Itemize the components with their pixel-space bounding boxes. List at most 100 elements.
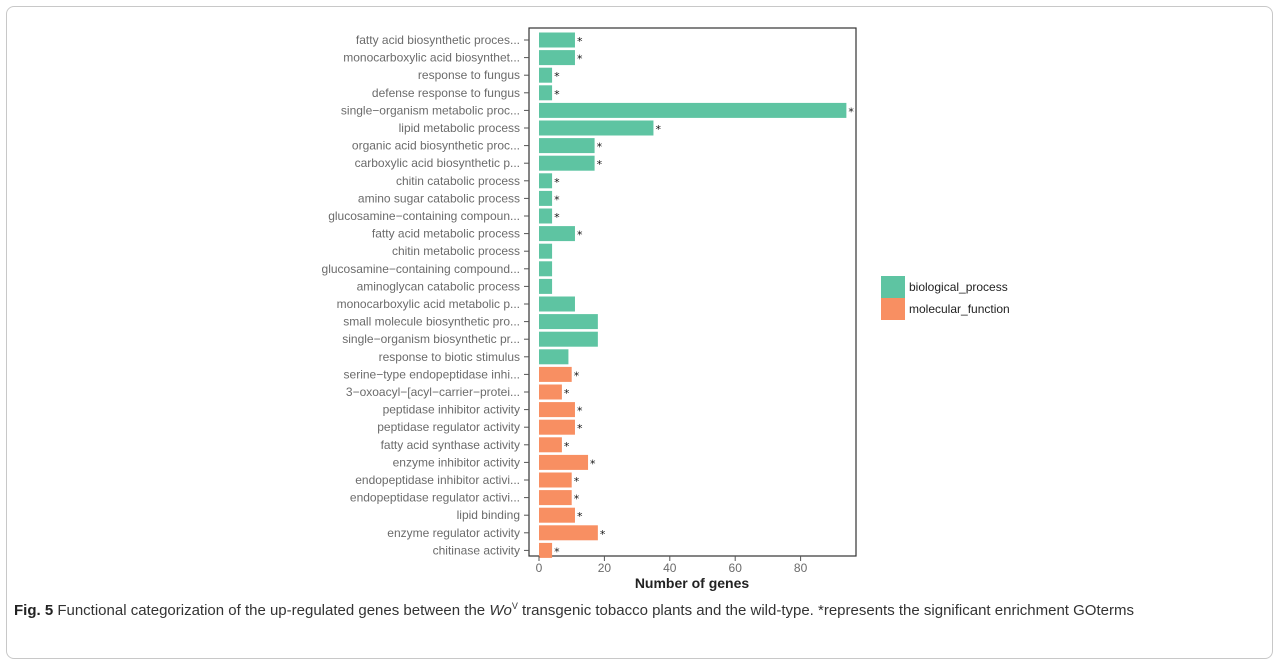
x-tick-label: 20 — [598, 561, 612, 575]
x-axis: 0 20 40 60 80 — [536, 556, 808, 575]
y-tick-label: enzyme regulator activity — [387, 526, 520, 540]
significance-star: * — [577, 229, 583, 242]
caption-fig-label: Fig. 5 — [14, 602, 54, 619]
bar — [539, 454, 589, 470]
y-tick-label: fatty acid synthase activity — [381, 438, 520, 452]
y-tick-label: monocarboxylic acid metabolic p... — [337, 297, 520, 311]
significance-star: * — [554, 176, 560, 189]
y-tick-label: chitinase activity — [433, 543, 520, 557]
y-tick-label: carboxylic acid biosynthetic p... — [355, 156, 520, 170]
bar — [539, 331, 598, 347]
y-tick-label: chitin catabolic process — [396, 174, 520, 188]
y-tick-label: aminoglycan catabolic process — [357, 279, 520, 293]
significance-star: * — [574, 369, 580, 382]
bar — [539, 525, 598, 541]
significance-star: * — [597, 141, 603, 154]
bar — [539, 472, 572, 488]
bar — [539, 314, 598, 330]
y-tick-label: endopeptidase inhibitor activi... — [355, 473, 520, 487]
y-tick-label: response to biotic stimulus — [379, 350, 520, 364]
y-tick-label: organic acid biosynthetic proc... — [352, 139, 520, 153]
significance-star: * — [554, 88, 560, 101]
bar — [539, 261, 553, 277]
bar — [539, 50, 575, 66]
y-tick-label: glucosamine−containing compound... — [322, 262, 520, 276]
y-tick-label: fatty acid biosynthetic proces... — [356, 33, 520, 47]
y-tick-label: serine−type endopeptidase inhi... — [344, 367, 520, 381]
bar — [539, 296, 575, 312]
y-tick-label: defense response to fungus — [372, 86, 520, 100]
bar — [539, 384, 562, 400]
y-tick-label: chitin metabolic process — [392, 244, 520, 258]
x-tick-label: 60 — [729, 561, 743, 575]
bar — [539, 208, 553, 224]
legend-swatch — [881, 298, 905, 320]
bar — [539, 67, 553, 83]
y-tick-label: lipid metabolic process — [399, 121, 520, 135]
significance-star: * — [577, 53, 583, 66]
bar — [539, 120, 654, 136]
bar — [539, 138, 595, 154]
legend-label: biological_process — [909, 280, 1008, 294]
bar — [539, 490, 572, 506]
x-tick-label: 0 — [536, 561, 543, 575]
bar — [539, 85, 553, 101]
y-tick-label: peptidase inhibitor activity — [383, 403, 520, 417]
significance-star: * — [564, 440, 570, 453]
x-axis-title: Number of genes — [635, 575, 750, 591]
significance-star: * — [848, 105, 854, 118]
caption-text-start: Functional categorization of the up-regu… — [53, 602, 490, 619]
significance-star: * — [554, 545, 560, 558]
y-tick-label: single−organism metabolic proc... — [341, 103, 520, 117]
x-tick-label: 80 — [794, 561, 808, 575]
caption-superscript: V — [511, 601, 518, 611]
y-tick-label: amino sugar catabolic process — [358, 191, 520, 205]
y-axis-labels: fatty acid biosynthetic proces... monocar… — [322, 33, 529, 557]
significance-star: * — [554, 70, 560, 83]
y-tick-label: 3−oxoacyl−[acyl−carrier−protei... — [346, 385, 520, 399]
significance-star: * — [564, 387, 570, 400]
bar — [539, 419, 575, 435]
bar — [539, 542, 553, 558]
bar — [539, 226, 575, 242]
bar — [539, 190, 553, 206]
significance-star: * — [577, 510, 583, 523]
caption-symbol: Wo — [489, 602, 512, 619]
bar — [539, 366, 572, 382]
caption-text-end: transgenic tobacco plants and the wild-t… — [517, 602, 1134, 619]
bar — [539, 155, 595, 171]
y-tick-label: monocarboxylic acid biosynthet... — [343, 51, 520, 65]
bars-group: * * * * * * * * * * * * * * * * * * * * * * * — [539, 32, 854, 558]
significance-star: * — [554, 211, 560, 224]
y-tick-label: endopeptidase regulator activi... — [350, 491, 520, 505]
y-tick-label: single−organism biosynthetic pr... — [342, 332, 520, 346]
significance-star: * — [574, 475, 580, 488]
significance-star: * — [655, 123, 661, 136]
legend-label: molecular_function — [909, 302, 1010, 316]
y-tick-label: fatty acid metabolic process — [372, 227, 520, 241]
bar — [539, 507, 575, 523]
significance-star: * — [590, 457, 596, 470]
significance-star: * — [574, 493, 580, 506]
y-tick-label: response to fungus — [418, 68, 520, 82]
significance-star: * — [554, 193, 560, 206]
bar-chart: * * * * * * * * * * * * * * * * * * * * * * * fatty acid biosy… — [322, 27, 1010, 591]
bar — [539, 102, 847, 118]
bar — [539, 437, 562, 453]
y-tick-label: lipid binding — [457, 508, 520, 522]
bar — [539, 32, 575, 48]
bar — [539, 402, 575, 418]
legend: biological_process molecular_function — [881, 276, 1010, 320]
significance-star: * — [600, 528, 606, 541]
y-tick-label: enzyme inhibitor activity — [393, 455, 520, 469]
significance-star: * — [577, 405, 583, 418]
y-tick-label: small molecule biosynthetic pro... — [343, 315, 520, 329]
significance-star: * — [577, 422, 583, 435]
bar — [539, 173, 553, 189]
significance-star: * — [577, 35, 583, 48]
y-tick-label: peptidase regulator activity — [377, 420, 520, 434]
bar — [539, 243, 553, 259]
significance-star: * — [597, 158, 603, 171]
x-tick-label: 40 — [663, 561, 677, 575]
legend-swatch — [881, 276, 905, 298]
